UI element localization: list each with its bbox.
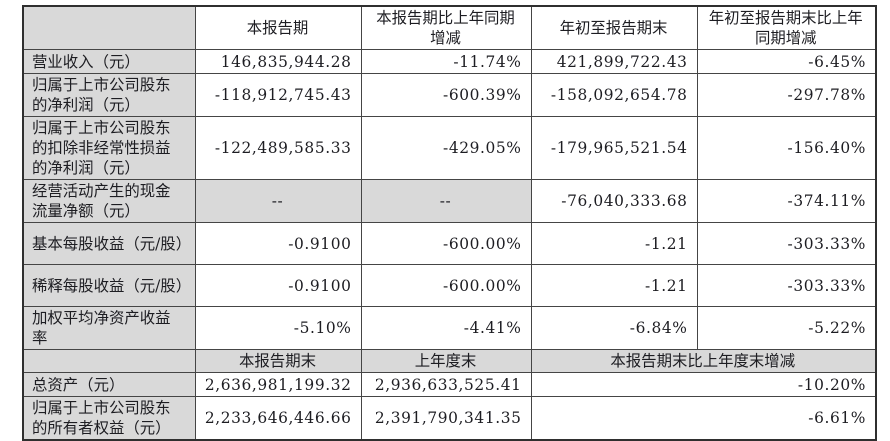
cell-value: -600.00%: [360, 222, 532, 266]
cell-value: -179,965,521.54: [530, 116, 698, 181]
cell-value: -6.45%: [696, 49, 877, 75]
col-header-ytd-yoy-change: 年初至报告期末比上年同期增减: [696, 5, 877, 51]
cell-value: -118,912,745.43: [194, 73, 362, 118]
cell-value: 2,391,790,341.35: [360, 396, 532, 441]
table-row-weighted-avg-roe: 加权平均净资产收益率 -5.10% -4.41% -6.84% -5.22%: [22, 306, 877, 351]
cell-value: -122,489,585.33: [194, 116, 362, 181]
cell-value: -76,040,333.68: [530, 179, 698, 224]
financial-summary-table-wrap: 本报告期 本报告期比上年同期增减 年初至报告期末 年初至报告期末比上年同期增减 …: [22, 5, 877, 441]
cell-value: -600.39%: [360, 73, 532, 118]
cell-value: -0.9100: [194, 264, 362, 308]
cell-value: -600.00%: [360, 264, 532, 308]
header-row-period-end: 本报告期末 上年度末 本报告期末比上年度末增减: [22, 349, 877, 374]
table-row-net-profit: 归属于上市公司股东的净利润（元） -118,912,745.43 -600.39…: [22, 73, 877, 118]
cell-value: 2,936,633,525.41: [360, 372, 532, 398]
cell-value: -158,092,654.78: [530, 73, 698, 118]
table-row-net-profit-excl-nonrecurring: 归属于上市公司股东的扣除非经常性损益的净利润（元） -122,489,585.3…: [22, 116, 877, 181]
cell-value: -1.21: [530, 264, 698, 308]
row-label: 经营活动产生的现金流量净额（元）: [22, 179, 196, 224]
row-label: 归属于上市公司股东的所有者权益（元）: [22, 396, 196, 441]
cell-value: -303.33%: [696, 222, 877, 266]
cell-value: 421,899,722.43: [530, 49, 698, 75]
col-header-ytd: 年初至报告期末: [530, 5, 698, 51]
cell-not-applicable: --: [194, 179, 362, 224]
row-label: 总资产（元）: [22, 372, 196, 398]
row-label: 加权平均净资产收益率: [22, 306, 196, 351]
cell-value: -303.33%: [696, 264, 877, 308]
cell-value: -10.20%: [530, 372, 877, 398]
table-row-shareholders-equity: 归属于上市公司股东的所有者权益（元） 2,233,646,446.66 2,39…: [22, 396, 877, 441]
col-header-prior-year-end: 上年度末: [360, 349, 532, 374]
table-row-revenue: 营业收入（元） 146,835,944.28 -11.74% 421,899,7…: [22, 49, 877, 75]
cell-value: -5.10%: [194, 306, 362, 351]
cell-value: 2,636,981,199.32: [194, 372, 362, 398]
col-header-period-end: 本报告期末: [194, 349, 362, 374]
col-header-current-period: 本报告期: [194, 5, 362, 51]
cell-value: -1.21: [530, 222, 698, 266]
cell-value: -297.78%: [696, 73, 877, 118]
cell-value: -374.11%: [696, 179, 877, 224]
row-label: 归属于上市公司股东的扣除非经常性损益的净利润（元）: [22, 116, 196, 181]
cell-value: -6.84%: [530, 306, 698, 351]
cell-value: 146,835,944.28: [194, 49, 362, 75]
header-row-period: 本报告期 本报告期比上年同期增减 年初至报告期末 年初至报告期末比上年同期增减: [22, 5, 877, 51]
row-label: 归属于上市公司股东的净利润（元）: [22, 73, 196, 118]
table-row-diluted-eps: 稀释每股收益（元/股） -0.9100 -600.00% -1.21 -303.…: [22, 264, 877, 308]
cell-not-applicable: --: [360, 179, 532, 224]
table-row-basic-eps: 基本每股收益（元/股） -0.9100 -600.00% -1.21 -303.…: [22, 222, 877, 266]
cell-value: -5.22%: [696, 306, 877, 351]
col-header-yoy-change: 本报告期比上年同期增减: [360, 5, 532, 51]
cell-value: -6.61%: [530, 396, 877, 441]
cell-value: -4.41%: [360, 306, 532, 351]
table-row-total-assets: 总资产（元） 2,636,981,199.32 2,936,633,525.41…: [22, 372, 877, 398]
row-label: 营业收入（元）: [22, 49, 196, 75]
cell-value: -156.40%: [696, 116, 877, 181]
cell-value: -429.05%: [360, 116, 532, 181]
corner-cell: [22, 349, 196, 374]
row-label: 稀释每股收益（元/股）: [22, 264, 196, 308]
cell-value: -0.9100: [194, 222, 362, 266]
cell-value: -11.74%: [360, 49, 532, 75]
financial-summary-table: 本报告期 本报告期比上年同期增减 年初至报告期末 年初至报告期末比上年同期增减 …: [22, 5, 877, 441]
col-header-period-end-change: 本报告期末比上年度末增减: [530, 349, 877, 374]
corner-cell: [22, 5, 196, 51]
row-label: 基本每股收益（元/股）: [22, 222, 196, 266]
table-row-operating-cash-flow: 经营活动产生的现金流量净额（元） -- -- -76,040,333.68 -3…: [22, 179, 877, 224]
cell-value: 2,233,646,446.66: [194, 396, 362, 441]
